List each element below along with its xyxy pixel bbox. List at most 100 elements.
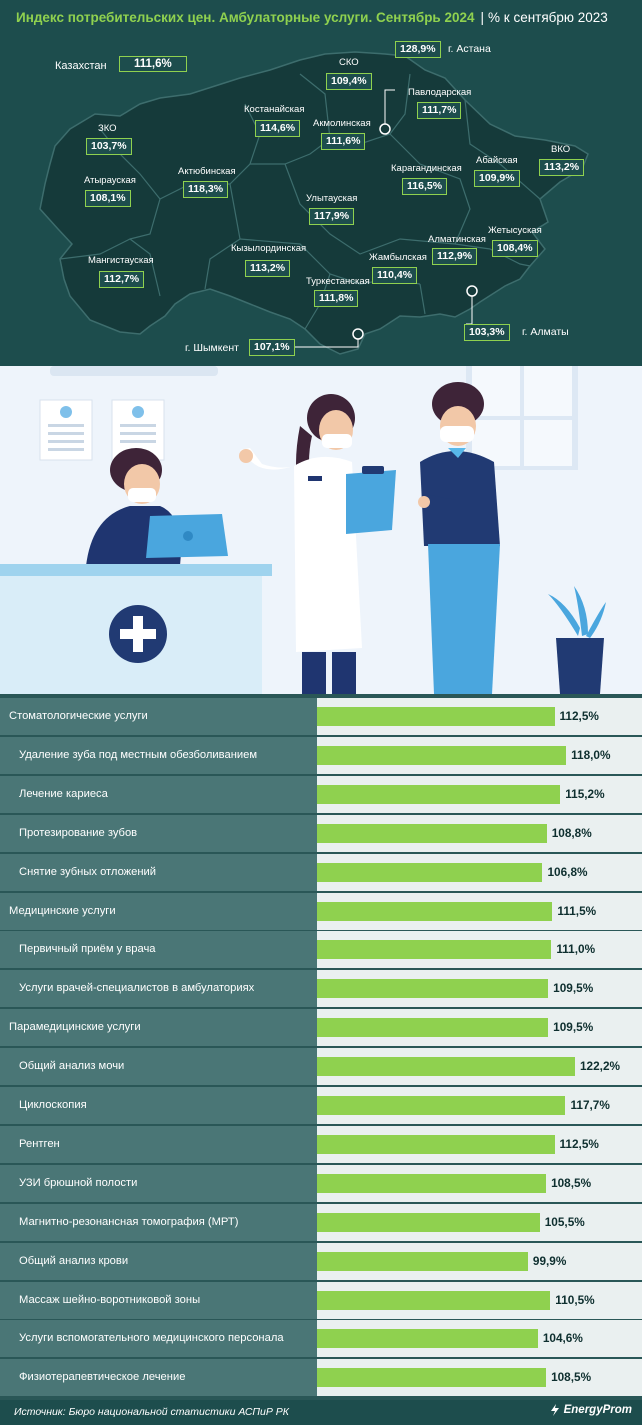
bar	[317, 1290, 551, 1310]
region-name-pavlodar: Павлодарская	[408, 87, 472, 98]
category-label: Стоматологические услуги	[9, 710, 148, 722]
region-name-vko: ВКО	[551, 144, 571, 155]
bar-track: 106,8%	[317, 853, 642, 891]
region-value-akmola: 111,6%	[321, 133, 366, 150]
bar	[317, 1368, 547, 1388]
category-label: Удаление зуба под местным обезболиванием	[19, 748, 258, 761]
value-label: 112,5%	[559, 1136, 599, 1151]
region-value-abay: 109,9%	[474, 170, 520, 187]
table-row: Парамедицинские услуги 109,5%	[0, 1009, 642, 1047]
table-row: Стоматологические услуги 112,5%	[0, 698, 642, 735]
region-name-shymkent: г. Шымкент	[185, 342, 239, 354]
doctor-icon	[239, 394, 362, 694]
category-label: Лечение кариеса	[19, 787, 108, 800]
category-label: Медицинские услуги	[9, 904, 116, 917]
bar-track: 108,8%	[317, 814, 642, 852]
value-label: 99,9%	[532, 1253, 567, 1268]
clipboard-icon	[346, 466, 396, 534]
value-label: 105,5%	[544, 1214, 585, 1229]
bar-track: 111,5%	[317, 892, 642, 930]
region-value-zhambyl: 110,4%	[372, 267, 418, 284]
region-name-mangystau: Мангистауская	[88, 255, 154, 266]
region-value-almatyobl: 112,9%	[432, 248, 478, 265]
value-label: 122,2%	[580, 1059, 621, 1074]
bar-track: 118,0%	[317, 736, 642, 774]
region-value-aktobe: 118,3%	[183, 181, 229, 198]
bar	[317, 1251, 528, 1271]
value-label: 109,5%	[553, 981, 594, 996]
value-label: 110,5%	[555, 1292, 595, 1307]
region-value-atyrau: 108,1%	[85, 190, 131, 207]
region-name-kostanay: Костанайская	[244, 104, 305, 115]
table-row: Циклоскопия 117,7%	[0, 1087, 642, 1124]
bar	[317, 862, 543, 882]
bar-track: 112,5%	[317, 1125, 642, 1163]
unit-label: % к сентябрю 2023	[488, 9, 608, 25]
region-value-vko: 113,2%	[539, 159, 585, 176]
table-row: Услуги врачей-специалистов в амбулатория…	[0, 970, 642, 1008]
bar	[317, 784, 561, 804]
table-row: Снятие зубных отложений 106,8%	[0, 853, 642, 891]
page-title: Индекс потребительских цен. Амбулаторные…	[16, 9, 475, 25]
table-row: Медицинские услуги 111,5%	[0, 892, 642, 930]
category-label: Протезирование зубов	[19, 826, 138, 839]
bar-track: 115,2%	[317, 775, 642, 813]
category-label: Массаж шейно-воротниковой зоны	[19, 1293, 201, 1306]
category-label: Физиотерапевтическое лечение	[19, 1371, 186, 1384]
clinic-scene	[0, 366, 606, 694]
table-row: Общий анализ крови 99,9%	[0, 1242, 642, 1280]
table-row: Лечение кариеса 115,2%	[0, 775, 642, 813]
region-name-almaty: г. Алматы	[522, 326, 569, 338]
region-value-mangystau: 112,7%	[99, 271, 145, 288]
bar-track: 109,5%	[317, 1009, 642, 1047]
country-value: 111,6%	[119, 56, 187, 72]
bar-track: 117,7%	[317, 1087, 642, 1124]
value-label: 117,7%	[570, 1098, 610, 1112]
region-value-karaganda: 116,5%	[402, 178, 448, 195]
bar	[317, 823, 547, 843]
bar	[317, 1018, 549, 1038]
services-bar-chart: Стоматологические услуги 112,5% Удаление з…	[0, 694, 642, 1400]
region-value-zhetysu: 108,4%	[492, 240, 538, 257]
region-name-sko: СКО	[339, 57, 359, 68]
value-label: 108,5%	[551, 1370, 592, 1385]
region-name-abay: Абайская	[476, 155, 518, 166]
country-name: Казахстан	[55, 60, 107, 72]
region-name-ulytau: Улытауская	[306, 193, 358, 204]
region-name-zhetysu: Жетысуская	[488, 225, 542, 236]
bar	[317, 901, 553, 921]
bar	[317, 1212, 540, 1232]
value-label: 106,8%	[547, 864, 588, 879]
region-value-astana: 128,9%	[395, 41, 441, 58]
table-row: Протезирование зубов 108,8%	[0, 814, 642, 852]
source-note: Источник: Бюро национальной статистики А…	[14, 1406, 289, 1418]
region-name-astana: г. Астана	[448, 43, 491, 55]
category-label: Парамедицинские услуги	[9, 1021, 141, 1034]
category-label: Первичный приём у врача	[19, 943, 156, 956]
bar	[317, 707, 555, 726]
category-label: Магнитно-резонансная томография (МРТ)	[19, 1215, 239, 1228]
category-label: Общий анализ крови	[19, 1254, 129, 1267]
bar-track: 108,5%	[317, 1359, 642, 1397]
region-name-akmola: Акмолинская	[313, 118, 371, 129]
map-outline	[39, 51, 589, 355]
value-label: 104,6%	[542, 1331, 583, 1346]
category-label: Общий анализ мочи	[19, 1060, 125, 1073]
region-value-almaty: 103,3%	[464, 324, 510, 341]
value-label: 111,5%	[557, 903, 597, 918]
region-value-kostanay: 114,6%	[255, 120, 301, 137]
country-shape	[39, 51, 589, 355]
bar	[317, 1134, 555, 1154]
bar	[317, 979, 549, 999]
table-row: Магнитно-резонансная томография (МРТ) 105…	[0, 1203, 642, 1241]
laptop-icon	[146, 514, 228, 558]
footer: Источник: Бюро национальной статистики А…	[0, 1400, 642, 1425]
region-name-kyzylorda: Кызылординская	[231, 243, 307, 254]
value-label: 111,0%	[556, 942, 596, 957]
category-label: Циклоскопия	[19, 1099, 87, 1111]
value-label: 108,8%	[551, 825, 592, 840]
table-row: Удаление зуба под местным обезболиванием…	[0, 736, 642, 774]
table-row: Массаж шейно-воротниковой зоны 110,5%	[0, 1281, 642, 1319]
kazakhstan-map: Казахстан 111,6% СКО 109,4% 128,9% г. Ас…	[0, 34, 642, 366]
value-label: 115,2%	[565, 786, 605, 801]
